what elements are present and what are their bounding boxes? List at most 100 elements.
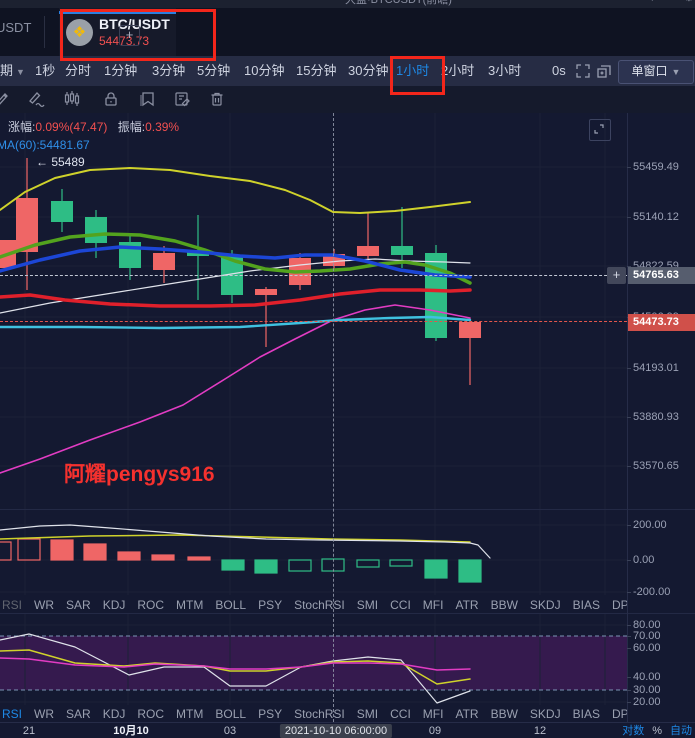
axis-tick: [627, 525, 631, 526]
window-mode-dropdown[interactable]: 单窗口 ▼: [618, 60, 694, 84]
rsi-subchart[interactable]: [0, 614, 627, 705]
indicator-tab-SKDJ[interactable]: SKDJ: [529, 706, 561, 721]
chart-line: [0, 258, 471, 314]
indicator-tab-BBW[interactable]: BBW: [490, 597, 518, 612]
trash-icon[interactable]: [208, 90, 226, 108]
indicator-tab-StochRSI[interactable]: StochRSI: [294, 597, 345, 612]
chart-line: [0, 167, 471, 214]
add-pane-icon[interactable]: [596, 63, 612, 79]
indicator-tab-CCI[interactable]: CCI: [390, 597, 411, 612]
indicator-tab-SAR[interactable]: SAR: [66, 597, 91, 612]
timeframe-2小时[interactable]: 2小时: [441, 63, 475, 78]
indicator-tab-ROC[interactable]: ROC: [137, 597, 165, 612]
indicator-tab-RSI[interactable]: RSI: [2, 597, 23, 612]
sub2-axis-label: 60.00: [633, 642, 661, 654]
change-value: 0.09%(47.47): [35, 120, 108, 134]
indicator-tab-MFI[interactable]: MFI: [422, 597, 444, 612]
histogram-bar: [50, 539, 74, 561]
crosshair-price-tag: 54765.63: [628, 267, 695, 284]
timeframe-10分钟[interactable]: 10分钟: [244, 63, 285, 78]
indicator-tab-MTM[interactable]: MTM: [176, 597, 204, 612]
last-price-line: [0, 321, 627, 322]
timeframe-3小时[interactable]: 3小时: [488, 63, 522, 78]
chart-line: [0, 633, 471, 704]
indicator-tab-SMI[interactable]: SMI: [356, 706, 379, 721]
symbol-tab-btcusdt[interactable]: ❖ BTC/USDT 54473.73: [59, 8, 176, 56]
chart-line: [0, 315, 472, 330]
indicator-tab-BOLL[interactable]: BOLL: [215, 706, 247, 721]
indicator-tab-ROC[interactable]: ROC: [137, 706, 165, 721]
indicator-tab-DPO[interactable]: DPO: [611, 706, 627, 721]
scale-control-%[interactable]: %: [652, 725, 662, 737]
indicator-tab-BIAS[interactable]: BIAS: [572, 597, 600, 612]
axis-tick: [627, 690, 631, 691]
top-strip-clipped-text: 大盘·BTCUSDT(前瞻): [345, 0, 452, 6]
indicator-tab-PSY[interactable]: PSY: [258, 706, 283, 721]
candle-body: [51, 201, 73, 222]
timeframe-1秒[interactable]: 1秒: [35, 63, 56, 78]
indicator-tab-BOLL[interactable]: BOLL: [215, 597, 247, 612]
maximize-pane-button[interactable]: [589, 119, 611, 141]
pane-divider: [0, 613, 695, 614]
bookmark-icon[interactable]: [138, 90, 156, 108]
timeframe-15分钟[interactable]: 15分钟: [296, 63, 337, 78]
last-price-tag: 54473.73: [628, 314, 695, 331]
sub2-axis-label: 80.00: [633, 619, 661, 631]
histogram-bar: [389, 559, 413, 567]
axis-tick: [627, 368, 631, 369]
sub2-axis-label: 70.00: [633, 630, 661, 642]
cursor-tool-icon[interactable]: [0, 90, 10, 108]
indicator-tab-MFI[interactable]: MFI: [422, 706, 444, 721]
indicator-tab-KDJ[interactable]: KDJ: [102, 706, 126, 721]
indicator-tab-MTM[interactable]: MTM: [176, 706, 204, 721]
candle-body: [153, 253, 175, 270]
sub2-axis-label: 30.00: [633, 684, 661, 696]
chart-line: [0, 649, 471, 685]
indicator-tab-SMI[interactable]: SMI: [356, 597, 379, 612]
timeframe-5分钟[interactable]: 5分钟: [197, 63, 231, 78]
timeframe-30分钟[interactable]: 30分钟: [348, 63, 389, 78]
note-edit-icon[interactable]: [173, 90, 191, 108]
time-tick: 10月10: [113, 725, 149, 737]
candle-body: [459, 322, 481, 338]
add-symbol-tab-button[interactable]: +: [119, 25, 140, 46]
scale-control-对数[interactable]: 对数: [622, 725, 645, 737]
indicator-tab-ATR[interactable]: ATR: [455, 706, 479, 721]
maximize-icon: [594, 124, 604, 134]
indicator-tab-BIAS[interactable]: BIAS: [572, 706, 600, 721]
indicator-tab-StochRSI[interactable]: StochRSI: [294, 706, 345, 721]
chevron-down-icon: ▼: [16, 67, 25, 77]
timeframe-3分钟[interactable]: 3分钟: [152, 63, 186, 78]
add-alert-plus-button[interactable]: +: [607, 267, 626, 284]
indicator-tab-WR[interactable]: WR: [34, 706, 55, 721]
indicator-tab-WR[interactable]: WR: [34, 597, 55, 612]
indicator-tab-PSY[interactable]: PSY: [258, 597, 283, 612]
fullscreen-icon[interactable]: [575, 63, 591, 79]
change-legend: 涨幅:0.09%(47.47) 振幅:0.39%: [8, 118, 179, 135]
main-candlestick-chart[interactable]: [0, 113, 627, 510]
candlestick-tool-icon[interactable]: [63, 90, 81, 108]
indicator-tab-SKDJ[interactable]: SKDJ: [529, 597, 561, 612]
time-tick: 21: [22, 725, 36, 737]
time-axis[interactable]: 对数% 自动 21 10月10 03 2021-10-10 06:00:00 09 12: [0, 722, 695, 738]
indicator-tab-SAR[interactable]: SAR: [66, 706, 91, 721]
indicator-tab-CCI[interactable]: CCI: [390, 706, 411, 721]
histogram-bar: [0, 541, 12, 561]
period-dropdown[interactable]: 期 ▼: [0, 63, 25, 78]
divider: [44, 16, 45, 48]
timeframe-1小时[interactable]: 1小时: [396, 63, 430, 78]
indicator-tab-DPO[interactable]: DPO: [611, 597, 627, 612]
indicator-tab-KDJ[interactable]: KDJ: [102, 597, 126, 612]
timeframe-1分钟[interactable]: 1分钟: [104, 63, 138, 78]
draw-line-tool-icon[interactable]: [27, 90, 45, 108]
histogram-subchart[interactable]: [0, 510, 627, 595]
indicator-tab-BBW[interactable]: BBW: [490, 706, 518, 721]
scale-control-自动[interactable]: 自动: [670, 725, 692, 737]
lock-icon[interactable]: [102, 90, 120, 108]
axis-tick: [627, 167, 631, 168]
indicator-tab-RSI[interactable]: RSI: [2, 706, 23, 721]
symbol-tab-bar: USDT ❖ BTC/USDT 54473.73 +: [0, 8, 695, 56]
timeframe-分时[interactable]: 分时: [65, 63, 92, 78]
indicator-tab-ATR[interactable]: ATR: [455, 597, 479, 612]
candle-body: [255, 289, 277, 295]
